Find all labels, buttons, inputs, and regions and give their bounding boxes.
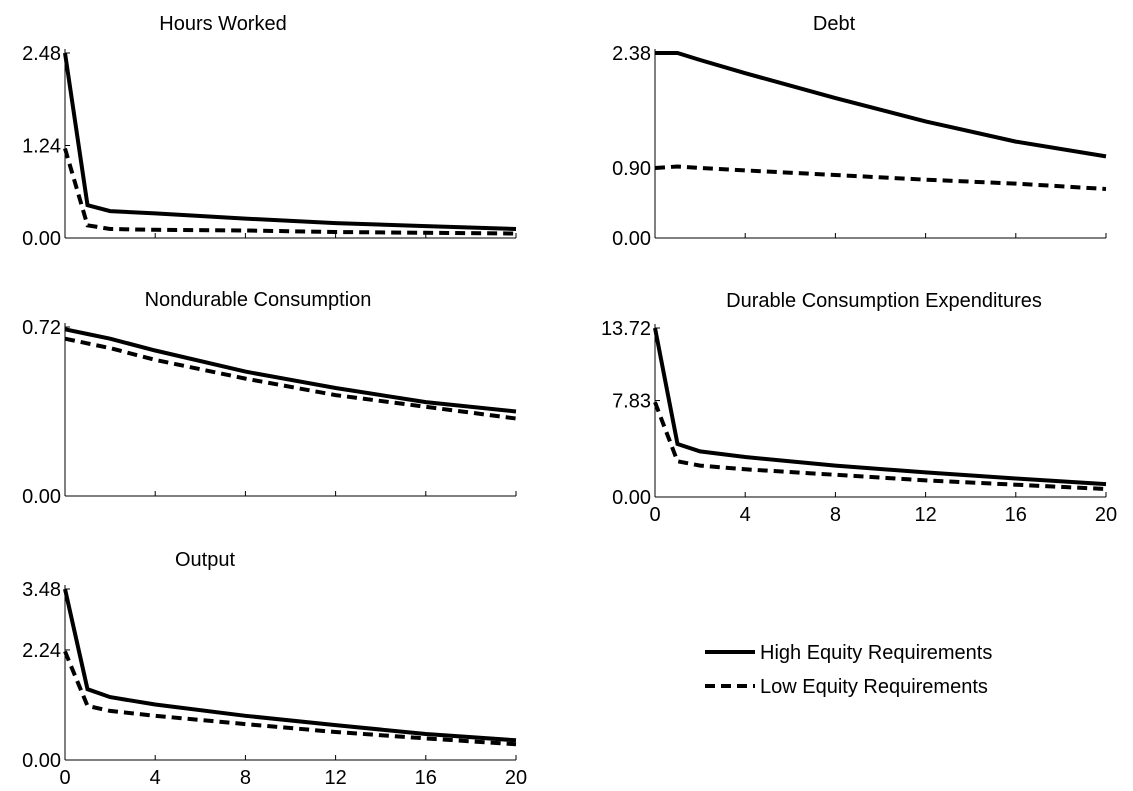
series-low-equity-line [63,147,517,236]
x-tick-label: 20 [1095,504,1117,526]
legend-solid-label: High Equity Requirements [760,642,992,664]
y-tick-label: 0.00 [22,228,61,250]
y-tick-label: 3.48 [22,579,61,601]
panel-title: Debt [813,13,856,35]
panels: Hours Worked 2.48 1.24 0.00 Debt 2.38 0.90 0.00… [22,13,1117,789]
panel-2: Debt 2.38 0.90 0.00 [612,13,1107,250]
x-tick-label: 8 [830,504,841,526]
y-tick-label: 13.72 [601,318,651,340]
x-tick-label: 0 [649,504,660,526]
y-tick-label: 0.90 [612,158,651,180]
panel-title: Hours Worked [159,13,286,35]
series-low-equity-line [64,336,517,421]
x-tick-label: 8 [240,767,251,789]
panel-title: Output [175,549,235,571]
panel-3: Nondurable Consumption 0.72 0.00 [22,289,517,508]
panel-title: Durable Consumption Expenditures [726,290,1042,312]
series-high-equity-line [653,327,1107,487]
legend: High Equity Requirements Low Equity Requ… [705,642,992,698]
y-tick-label: 1.24 [22,136,61,158]
series-high-equity-line [64,327,517,414]
x-tick-label: 20 [505,767,527,789]
x-tick-label: 4 [740,504,751,526]
panel-1: Hours Worked 2.48 1.24 0.00 [22,13,517,250]
y-tick-label: 2.38 [612,43,651,65]
y-tick-label: 0.00 [612,228,651,250]
series-low-equity-line [654,164,1107,191]
x-tick-label: 12 [324,767,346,789]
series-high-equity-line [63,52,517,231]
series-low-equity-line [63,650,517,747]
x-tick-label: 16 [415,767,437,789]
y-tick-label: 0.00 [612,487,651,509]
legend-dashed-label: Low Equity Requirements [760,676,988,698]
series-low-equity-line [653,401,1107,491]
y-tick-label: 0.72 [22,317,61,339]
y-tick-label: 2.48 [22,43,61,65]
x-tick-label: 16 [1005,504,1027,526]
panel-title: Nondurable Consumption [145,289,372,311]
x-tick-label: 12 [914,504,936,526]
y-tick-label: 2.24 [22,640,61,662]
y-tick-label: 0.00 [22,750,61,772]
panel-5: Output 3.48 2.24 0.000 4 8 12 16 20 [22,549,527,789]
series-high-equity-line [655,51,1107,159]
x-tick-label: 4 [150,767,161,789]
y-tick-label: 7.83 [612,391,651,413]
panel-4: Durable Consumption Expenditures 13.72 7.8… [601,290,1117,526]
y-tick-label: 0.00 [22,486,61,508]
x-tick-label: 0 [59,767,70,789]
series-high-equity-line [63,588,517,743]
